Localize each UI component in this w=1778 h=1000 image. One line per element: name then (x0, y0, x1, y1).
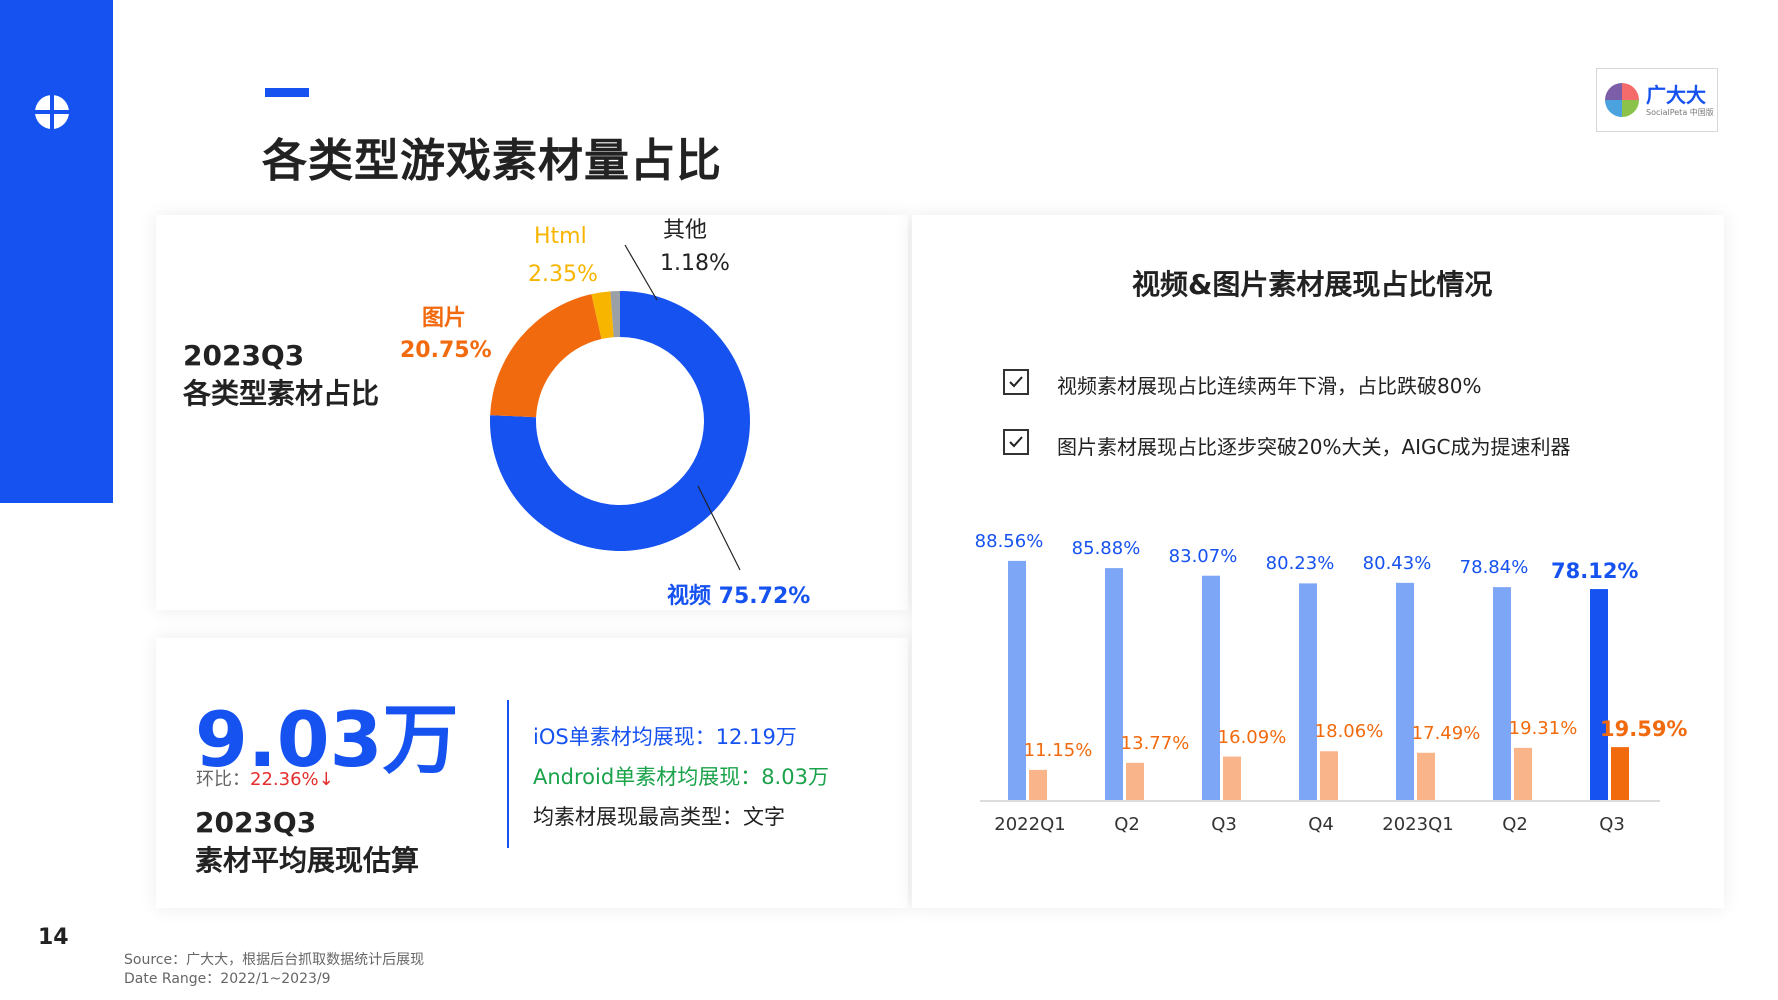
bullet-video-trend: 视频素材展现占比连续两年下滑，占比跌破80% (1057, 374, 1482, 398)
stat-divider (507, 700, 509, 848)
bar-label-video: 88.56% (974, 530, 1044, 552)
average-label-line2: 素材平均展现估算 (195, 844, 420, 877)
bar-image (1223, 756, 1241, 800)
html-category-label: Html (534, 224, 587, 249)
bar-video (1396, 582, 1414, 800)
average-exposure-value: 9.03万 (195, 695, 459, 784)
donut-section-label: 2023Q3 各类型素材占比 (183, 337, 379, 413)
bar-chart-card (912, 215, 1724, 908)
top-type-stat: 均素材展现最高类型：文字 (533, 805, 785, 829)
qoq-change: 环比：22.36%↓ (196, 765, 334, 791)
x-tick-label: Q3 (1599, 814, 1625, 835)
source-line: Source：广大大，根据后台抓取数据统计后展现 (124, 952, 425, 968)
bar-video (1202, 575, 1220, 800)
brand-name: 广大大 (1646, 83, 1706, 107)
donut-label-line1: 2023Q3 (183, 339, 305, 372)
image-category-label: 图片 (422, 306, 467, 331)
x-tick-label: Q2 (1502, 814, 1528, 835)
donut-slice-image (490, 294, 602, 418)
brand-subtitle: SocialPeta 中国版 (1646, 108, 1714, 117)
bar-label-video: 78.84% (1459, 557, 1529, 579)
bar-image (1611, 747, 1629, 800)
brand-pie-icon (1605, 83, 1639, 117)
bar-label-video: 80.43% (1362, 552, 1432, 574)
other-category-label: 其他 (663, 218, 708, 243)
bar-video (1590, 589, 1608, 800)
checkbox-icon (1003, 369, 1029, 395)
x-tick-label: Q3 (1211, 814, 1237, 835)
bar-chart (980, 560, 1660, 802)
average-exposure-card (156, 638, 908, 908)
bar-label-video: 85.88% (1071, 538, 1141, 560)
image-value-label: 20.75% (400, 338, 492, 363)
checkbox-icon (1003, 429, 1029, 455)
bar-video (1008, 560, 1026, 800)
bar-label-video: 80.23% (1265, 553, 1335, 575)
logo-icon (33, 93, 71, 131)
android-average-stat: Android单素材均展现：8.03万 (533, 765, 829, 789)
bar-chart-labels: 88.56% 11.15% 2022Q1 85.88% 13.77% Q2 83.07% 16… (975, 500, 1688, 860)
qoq-value: 22.36%↓ (250, 769, 334, 790)
donut-slice-other (610, 291, 620, 338)
donut-slice-html (591, 291, 614, 340)
source-note: Source：广大大，根据后台抓取数据统计后展现 Date Range：2022… (124, 951, 424, 989)
bar-label-video: 83.07% (1168, 545, 1238, 567)
donut-chart (490, 291, 750, 551)
bar-image (1514, 747, 1532, 800)
bar-label-image: 19.59% (1600, 717, 1688, 742)
bar-label-video: 78.12% (1551, 559, 1639, 584)
html-value-label: 2.35% (528, 262, 598, 287)
donut-label-line2: 各类型素材占比 (183, 377, 380, 410)
bar-label-image: 11.15% (1023, 739, 1093, 761)
average-label-line1: 2023Q3 (195, 806, 317, 839)
x-tick-label: 2022Q1 (994, 814, 1066, 835)
bar-label-image: 19.31% (1508, 717, 1578, 739)
bar-image (1126, 762, 1144, 800)
bar-label-image: 18.06% (1314, 721, 1384, 743)
title-accent-bar (265, 88, 309, 97)
average-section-label: 2023Q3 素材平均展现估算 (195, 804, 419, 880)
qoq-label: 环比： (196, 769, 250, 790)
donut-slice-video (490, 291, 750, 551)
video-label: 视频 75.72% (667, 584, 811, 609)
bar-label-image: 16.09% (1217, 726, 1287, 748)
date-range-line: Date Range：2022/1~2023/9 (124, 971, 331, 987)
other-value-label: 1.18% (660, 251, 730, 276)
bar-image (1417, 752, 1435, 800)
donut-leader-lines (624, 244, 741, 571)
bullet-image-trend: 图片素材展现占比逐步突破20%大关，AIGC成为提速利器 (1057, 435, 1571, 459)
bar-image (1320, 751, 1338, 800)
bar-chart-title: 视频&图片素材展现占比情况 (1132, 268, 1493, 301)
bar-label-image: 17.49% (1411, 722, 1481, 744)
ios-average-stat: iOS单素材均展现：12.19万 (533, 725, 797, 749)
page-title: 各类型游戏素材量占比 (262, 134, 723, 187)
bar-video (1493, 587, 1511, 800)
bar-label-image: 13.77% (1120, 732, 1190, 754)
bar-image (1029, 769, 1047, 800)
side-accent-panel (0, 0, 113, 503)
x-tick-label: Q2 (1114, 814, 1140, 835)
page-number: 14 (38, 925, 69, 950)
x-tick-label: 2023Q1 (1382, 814, 1454, 835)
bar-video (1105, 568, 1123, 800)
x-tick-label: Q4 (1308, 814, 1334, 835)
brand-logo: 广大大 SocialPeta 中国版 (1596, 68, 1718, 132)
bar-video (1299, 583, 1317, 800)
